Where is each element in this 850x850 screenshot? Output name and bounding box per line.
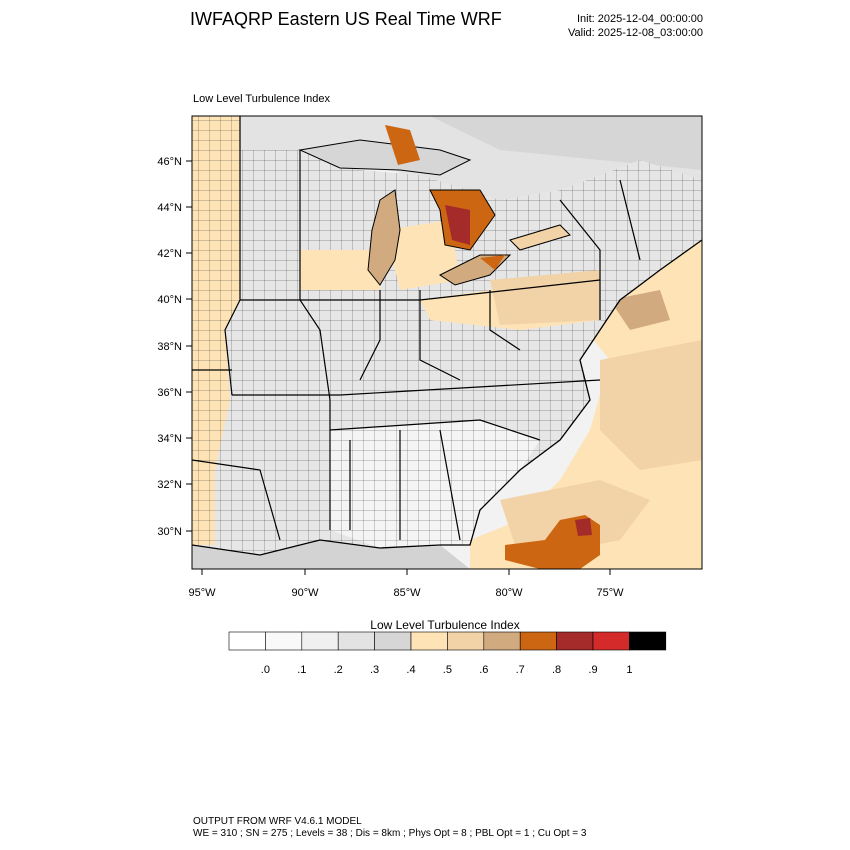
colorbar-swatch [483,631,521,651]
lake-michigan [367,189,401,286]
footer-model-line: OUTPUT FROM WRF V4.6.1 MODEL [193,816,362,827]
lake-superior [298,139,472,176]
colorbar-swatch [374,631,412,651]
plot-title: IWFAQRP Eastern US Real Time WRF [190,9,502,29]
colorbar-swatch [447,631,485,651]
lake-huron-core [445,205,470,245]
colorbar-label: .9 [588,664,597,676]
colorbar: .0 .1 .2 .3 .4 .5 .6 .7 .8 .9 1 [228,631,667,676]
colorbar-label: .5 [443,664,452,676]
lake-erie-orange [480,255,505,270]
upper-michigan-orange [385,125,420,165]
longitude-axis: 95°W 90°W 85°W 80°W 75°W [188,569,624,599]
footer-config-line: WE = 310 ; SN = 275 ; Levels = 38 ; Dis … [193,828,587,839]
valid-time: Valid: 2025-12-08_03:00:00 [568,27,703,39]
latitude-axis: 46°N 44°N 42°N 40°N 38°N 36°N 34°N 32°N 30°N [157,156,192,538]
colorbar-swatch [629,631,667,651]
colorbar-swatch [301,631,339,651]
coastline [192,239,702,556]
pa-tan-mid [490,270,600,325]
colorbar-swatch [265,631,303,651]
atlantic-dark-patch [575,518,592,536]
colorbar-label: 1 [626,664,632,676]
colorbar-swatch [228,631,266,651]
colorbar-label: .7 [516,664,525,676]
map-frame [191,115,703,570]
lat-label: 30°N [157,526,182,538]
lat-label: 32°N [157,479,182,491]
lat-label: 38°N [157,341,182,353]
illinois-tan [300,250,380,290]
colorbar-label: .6 [479,664,488,676]
colorbar-swatch [519,631,557,651]
lat-label: 46°N [157,156,182,168]
lat-label: 36°N [157,387,182,399]
colorbar-swatch [556,631,594,651]
lat-label: 34°N [157,433,182,445]
lon-label: 95°W [188,587,216,599]
colorbar-swatch [337,631,375,651]
ocean-brown-patch [610,290,670,330]
lon-label: 85°W [393,587,421,599]
colorbar-label: .3 [370,664,379,676]
lat-label: 42°N [157,248,182,260]
michigan-tan [385,220,460,290]
colorbar-label: .8 [552,664,561,676]
lake-ontario [509,224,571,251]
lat-label: 40°N [157,294,182,306]
colorbar-swatch [410,631,448,651]
colorbar-label: .1 [297,664,306,676]
atlantic-orange-patch [505,515,600,569]
canada-east-region [430,116,702,170]
ocean-tan-mid-region [600,340,702,470]
lon-label: 80°W [495,587,523,599]
colorbar-label: .0 [261,664,270,676]
lon-label: 75°W [596,587,624,599]
lon-label: 90°W [291,587,319,599]
init-time: Init: 2025-12-04_00:00:00 [577,13,703,25]
map-subtitle: Low Level Turbulence Index [193,93,330,105]
colorbar-title: Low Level Turbulence Index [370,618,520,632]
lat-label: 44°N [157,202,182,214]
state-borders [192,116,641,541]
colorbar-swatch [592,631,630,651]
colorbar-label: .2 [334,664,343,676]
colorbar-label: .4 [406,664,415,676]
map-area [192,116,702,569]
